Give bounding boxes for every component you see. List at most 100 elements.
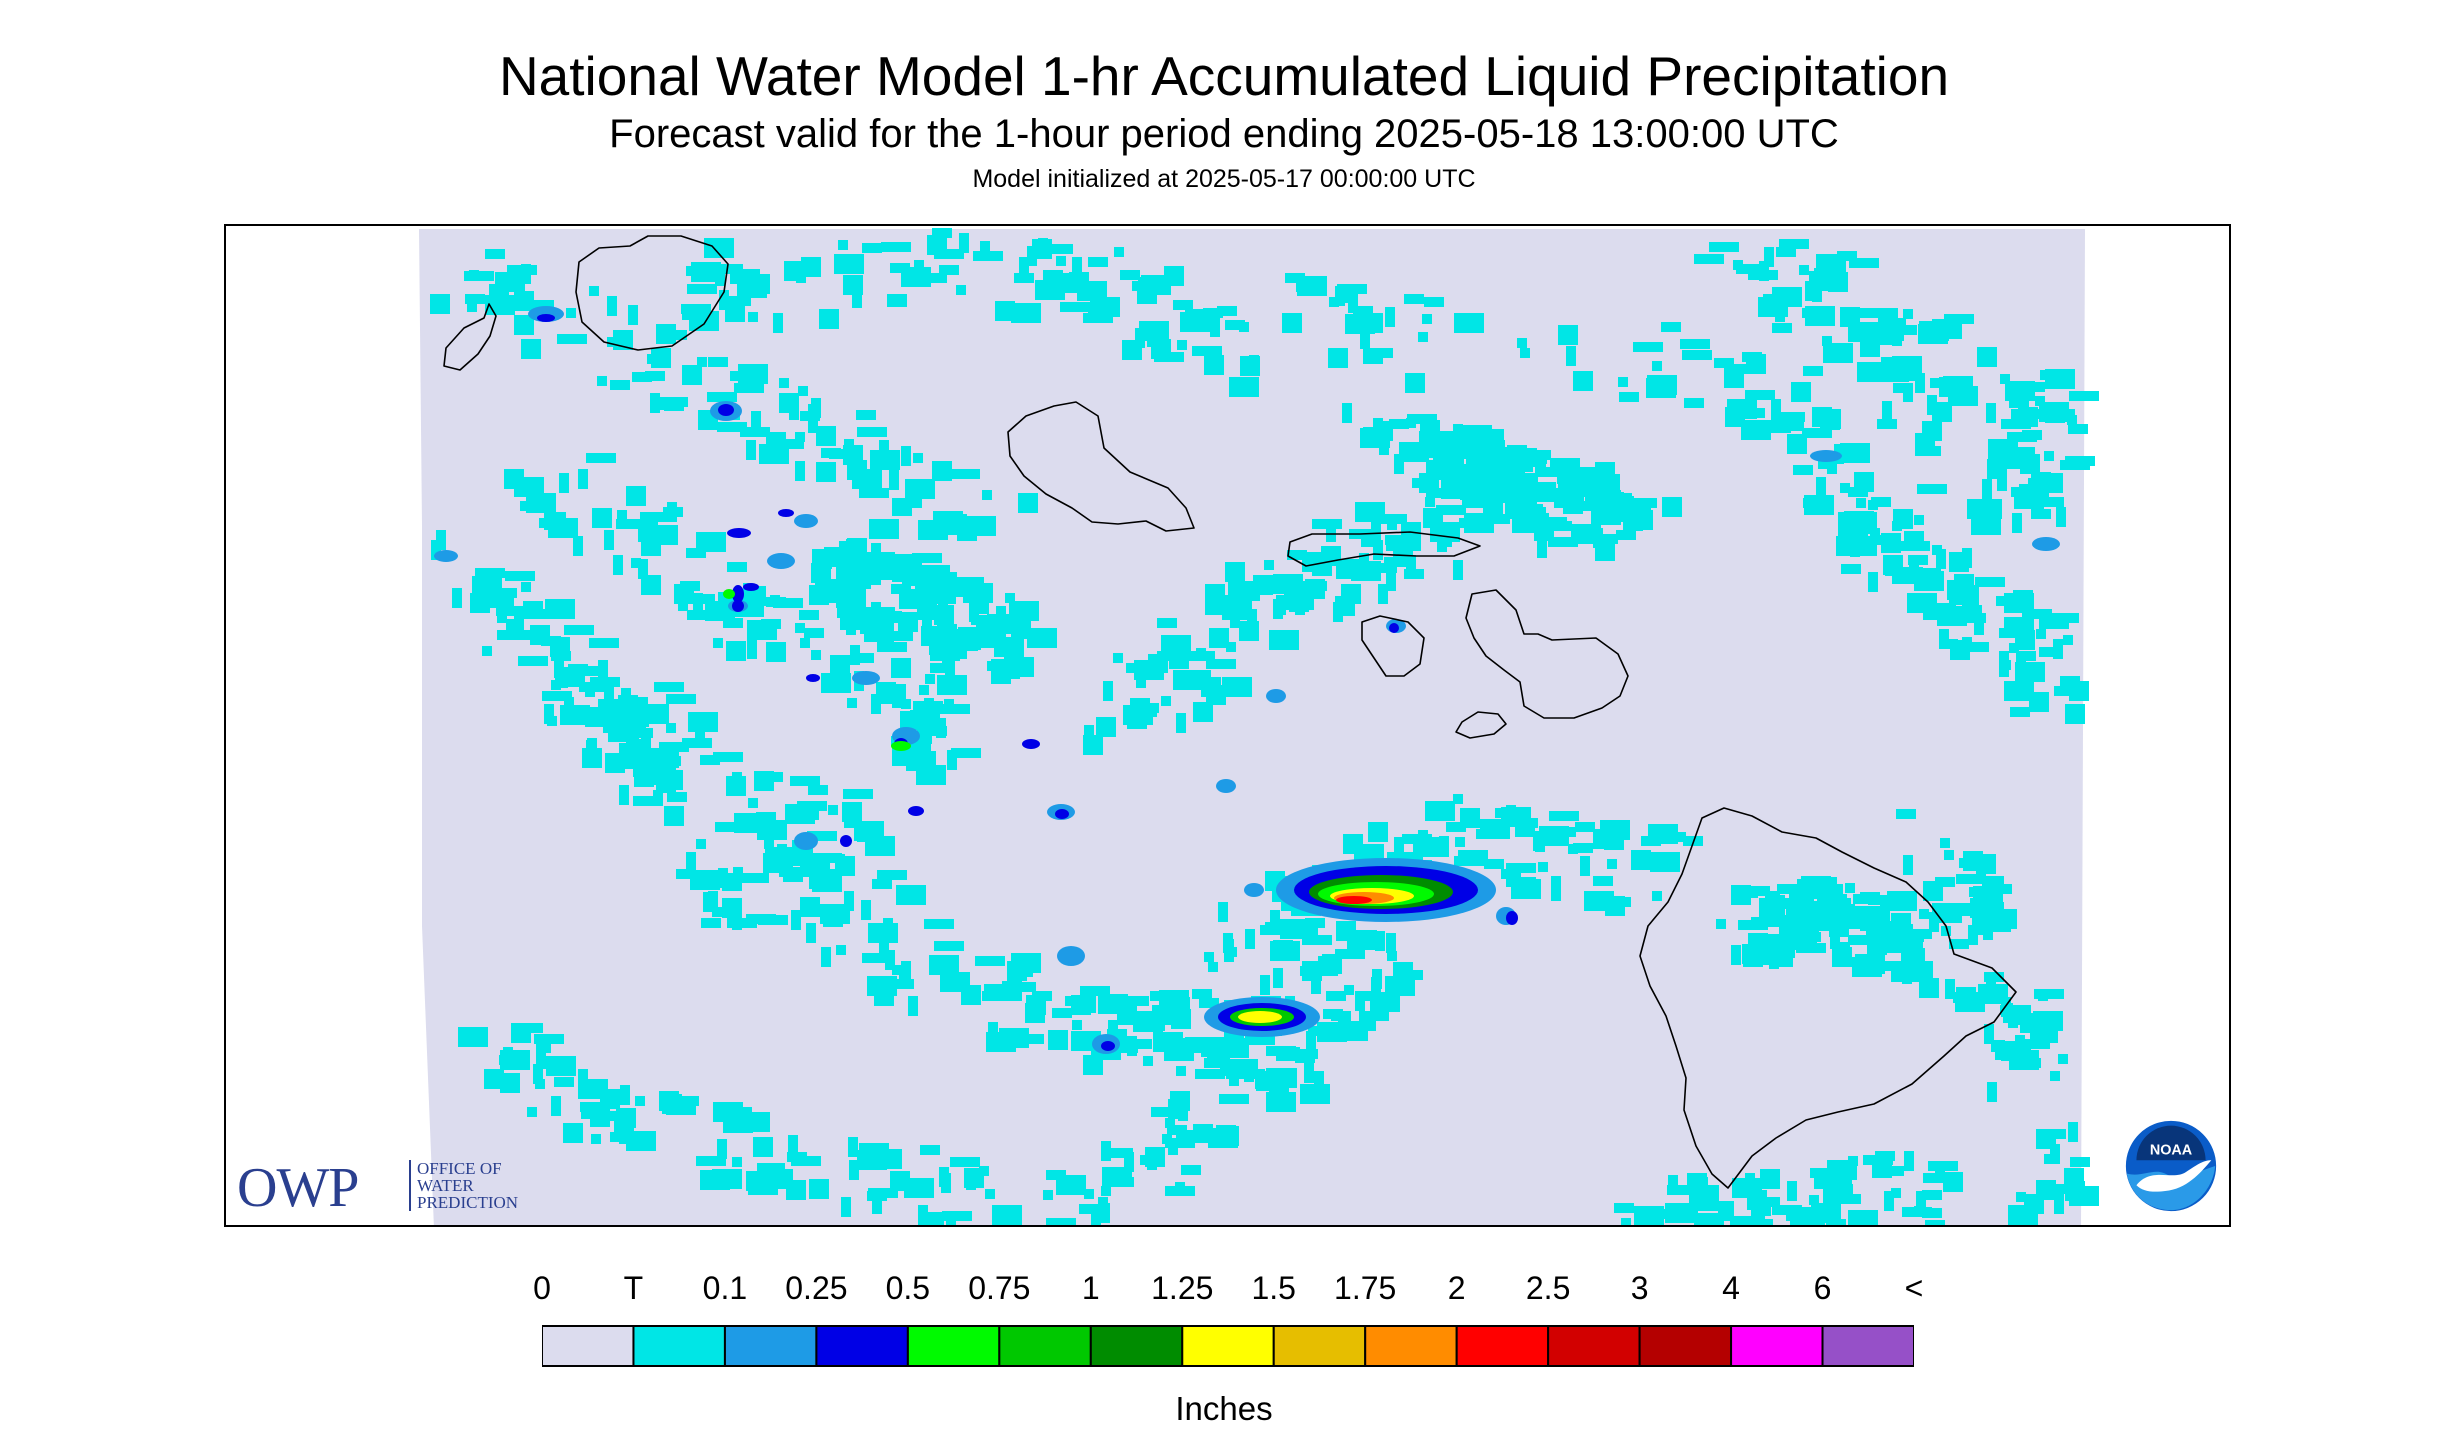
precip-cell	[1217, 306, 1237, 316]
precip-cell	[749, 873, 769, 883]
precip-cell	[1922, 1190, 1942, 1200]
precip-cell	[687, 610, 707, 620]
precip-cell	[1323, 1009, 1343, 1019]
precip-cell	[1517, 338, 1527, 348]
precip-cell	[626, 486, 646, 506]
precip-cell	[452, 588, 462, 608]
precip-cell	[695, 723, 705, 743]
precip-cell	[1368, 822, 1388, 842]
precip-cell	[1302, 935, 1332, 945]
precip-cell	[910, 710, 940, 730]
precip-cell	[628, 697, 648, 717]
precip-cell	[1997, 471, 2007, 491]
precip-cell	[924, 919, 954, 929]
precip-cell	[1962, 637, 1972, 647]
precip-cell	[1874, 535, 1884, 545]
precip-cell	[676, 869, 696, 879]
precip-cell	[689, 311, 719, 331]
precip-cell	[1875, 1151, 1895, 1161]
precip-cell	[1948, 639, 1958, 649]
precip-cell	[1798, 1207, 1818, 1225]
precip-cell	[908, 996, 918, 1016]
precip-cell	[1384, 557, 1414, 567]
precip-cell	[620, 1085, 630, 1105]
precip-cell	[628, 305, 638, 325]
precip-cell	[819, 309, 839, 329]
precip-cell	[732, 1157, 742, 1167]
precip-cell	[1585, 487, 1595, 507]
precip-cell	[1791, 382, 1811, 402]
precip-cell	[1967, 499, 1987, 519]
precip-cell	[812, 853, 842, 863]
precip-cell	[581, 1109, 591, 1119]
precip-cell	[743, 583, 753, 603]
precip-cell	[1682, 350, 1712, 360]
precip-cell	[1891, 913, 1911, 933]
precip-cell	[682, 738, 712, 748]
precip-cell	[809, 1179, 829, 1199]
precip-cell	[1371, 512, 1381, 532]
precip-cell	[1962, 548, 1972, 568]
precip-cell	[458, 1027, 488, 1047]
precip-cell	[1618, 377, 1628, 387]
precip-cell	[514, 291, 534, 311]
precip-cell	[506, 619, 516, 639]
precip-cell	[1103, 1148, 1133, 1158]
precip-cell	[1652, 361, 1662, 371]
precip-cell	[1857, 362, 1887, 382]
precip-cell	[705, 601, 735, 621]
precip-cell	[1192, 346, 1222, 356]
precip-cell	[2016, 651, 2036, 661]
precip-cell	[1777, 884, 1807, 894]
precip-cell	[804, 628, 824, 638]
precip-cell	[617, 510, 627, 520]
legend-tick-label: 2.5	[1525, 1270, 1571, 1306]
precip-cell	[1840, 483, 1850, 493]
precip-cell	[787, 1152, 807, 1162]
precip-cell	[892, 506, 912, 516]
precip-cell	[1742, 944, 1752, 964]
precip-cell	[1273, 574, 1303, 594]
precip-cell	[1086, 993, 1096, 1013]
precip-cell	[1079, 1204, 1099, 1214]
precip-cell	[722, 881, 742, 891]
precip-cell	[1943, 1172, 1963, 1192]
precip-cell	[2054, 1184, 2074, 1194]
precip-cell	[686, 548, 706, 558]
precip-cell	[1394, 837, 1404, 857]
precip-cell	[1326, 991, 1346, 1001]
precip-cell	[1999, 651, 2009, 671]
precip-core	[723, 589, 735, 599]
precip-cell	[1193, 1124, 1213, 1134]
precip-cell	[1422, 448, 1442, 458]
precip-core	[1810, 450, 1842, 462]
precip-cell	[1108, 1043, 1138, 1053]
precip-cell	[1535, 467, 1565, 477]
precip-cell	[1584, 891, 1614, 911]
precip-cell	[719, 290, 729, 310]
precip-cell	[1385, 307, 1395, 327]
precip-cell	[1377, 514, 1407, 524]
precip-cell	[715, 822, 745, 832]
precip-cell	[1932, 402, 1952, 422]
precip-cell	[514, 612, 524, 632]
precip-cell	[1170, 1091, 1190, 1111]
precip-cell	[1336, 293, 1356, 303]
precip-cell	[816, 426, 836, 446]
precip-cell	[1276, 1051, 1306, 1061]
precip-cell	[1984, 876, 2004, 886]
precip-cell	[2068, 1122, 2078, 1142]
precip-cell	[1760, 1197, 1780, 1207]
precip-cell	[703, 892, 713, 912]
precip-cell	[828, 805, 838, 815]
legend-swatch	[1455, 1325, 1550, 1367]
precip-cell	[927, 235, 947, 255]
precip-cell	[1009, 601, 1039, 621]
precip-cell	[773, 313, 783, 333]
precip-cell	[431, 540, 441, 560]
precip-cell	[2022, 609, 2052, 619]
owp-logo-line: WATER	[417, 1176, 474, 1195]
island-maui	[1465, 589, 1629, 719]
precip-cell	[1918, 324, 1948, 344]
precip-cell	[1177, 340, 1187, 350]
